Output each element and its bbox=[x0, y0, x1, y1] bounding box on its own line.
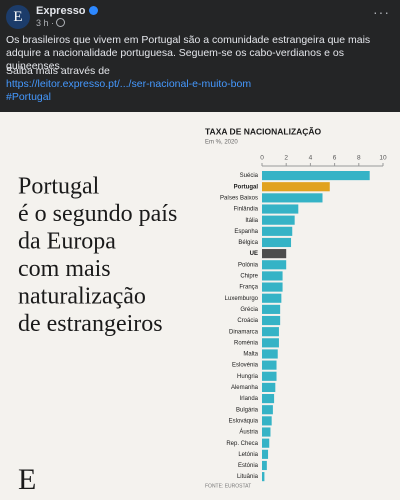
bar bbox=[262, 349, 278, 359]
link-intro: Saiba mais através de bbox=[6, 65, 110, 77]
category-label: Suécia bbox=[240, 173, 259, 179]
category-label: Finlândia bbox=[234, 207, 259, 213]
bar bbox=[262, 226, 293, 236]
bar bbox=[262, 371, 277, 381]
bar bbox=[262, 449, 269, 459]
category-label: Portugal bbox=[234, 184, 259, 190]
bar bbox=[262, 249, 287, 259]
bar bbox=[262, 304, 281, 314]
x-tick-label: 8 bbox=[357, 155, 361, 162]
brand-logo: E bbox=[18, 463, 36, 496]
post-text: Os brasileiros que vivem em Portugal são… bbox=[6, 34, 371, 72]
bar bbox=[262, 193, 323, 203]
category-label: Eslovénia bbox=[232, 363, 259, 369]
category-label: Bulgária bbox=[236, 407, 259, 413]
category-label: Itália bbox=[245, 218, 258, 224]
more-menu[interactable]: ··· bbox=[373, 4, 390, 20]
x-tick-label: 0 bbox=[260, 155, 264, 162]
chart-source: FONTE: EUROSTAT bbox=[205, 483, 251, 489]
x-tick-label: 2 bbox=[284, 155, 288, 162]
link[interactable]: https://leitor.expresso.pt/.../ser-nacio… bbox=[6, 78, 252, 90]
bar bbox=[262, 338, 279, 348]
category-label: Eslováquia bbox=[229, 418, 259, 424]
bar bbox=[262, 315, 281, 326]
bar bbox=[262, 260, 287, 270]
bar bbox=[262, 237, 292, 248]
category-label: Luxemburgo bbox=[225, 296, 259, 302]
category-label: Espanha bbox=[234, 229, 258, 235]
bar bbox=[262, 215, 295, 225]
category-label: Grécia bbox=[240, 307, 258, 313]
bar bbox=[262, 293, 282, 303]
category-label: Malta bbox=[243, 352, 258, 358]
x-tick-label: 4 bbox=[309, 155, 313, 162]
audience-icon bbox=[56, 18, 66, 27]
bar bbox=[262, 405, 273, 415]
verified-badge bbox=[88, 6, 98, 15]
bar bbox=[262, 204, 299, 214]
category-label: Países Baixos bbox=[220, 195, 258, 201]
category-label: Estónia bbox=[238, 463, 259, 469]
headline-line: com mais bbox=[18, 256, 111, 282]
category-label: Lituânia bbox=[237, 474, 259, 480]
bar bbox=[262, 460, 267, 471]
category-label: Polónia bbox=[238, 262, 259, 268]
hashtag[interactable]: #Portugal bbox=[6, 91, 51, 103]
author-name[interactable]: Expresso bbox=[36, 5, 86, 17]
timestamp: 3 h · bbox=[36, 18, 66, 28]
chart-subtitle: Em %, 2020 bbox=[205, 140, 238, 146]
bar bbox=[262, 427, 271, 437]
bar bbox=[262, 394, 275, 404]
category-label: UE bbox=[250, 251, 258, 257]
bar bbox=[262, 282, 283, 292]
category-label: França bbox=[239, 285, 258, 291]
headline-line: de estrangeiros bbox=[18, 311, 163, 337]
bar bbox=[262, 271, 283, 281]
bar bbox=[262, 171, 370, 181]
bar bbox=[262, 360, 277, 370]
category-label: Roménia bbox=[234, 340, 259, 346]
category-label: Bélgica bbox=[238, 240, 258, 246]
category-label: Letónia bbox=[238, 452, 258, 458]
avatar[interactable]: E bbox=[6, 5, 30, 29]
x-tick-label: 10 bbox=[379, 155, 387, 162]
category-label: Rep. Checa bbox=[226, 441, 258, 447]
bar bbox=[262, 472, 265, 482]
x-tick-label: 6 bbox=[333, 155, 337, 162]
chart-title: TAXA DE NACIONALIZAÇÃO bbox=[205, 126, 322, 136]
category-label: Áustria bbox=[239, 429, 258, 436]
bar bbox=[262, 438, 270, 448]
bar bbox=[262, 182, 330, 192]
category-label: Croácia bbox=[237, 318, 258, 324]
author[interactable]: Expresso bbox=[36, 5, 98, 17]
bar bbox=[262, 416, 272, 426]
bar bbox=[262, 327, 279, 337]
headline-line: da Europa bbox=[18, 229, 116, 255]
category-label: Chipre bbox=[240, 274, 258, 280]
time[interactable]: 3 h · bbox=[36, 18, 55, 28]
headline-line: é o segundo país bbox=[18, 201, 177, 227]
post-header: E Expresso 3 h · ··· bbox=[0, 0, 400, 32]
bar bbox=[262, 382, 276, 392]
category-label: Hungria bbox=[237, 374, 259, 380]
category-label: Irlanda bbox=[240, 396, 259, 402]
headline-line: naturalização bbox=[18, 284, 146, 310]
headline-line: Portugal bbox=[18, 174, 100, 200]
category-label: Dinamarca bbox=[229, 329, 259, 335]
category-label: Alemanha bbox=[231, 385, 259, 391]
